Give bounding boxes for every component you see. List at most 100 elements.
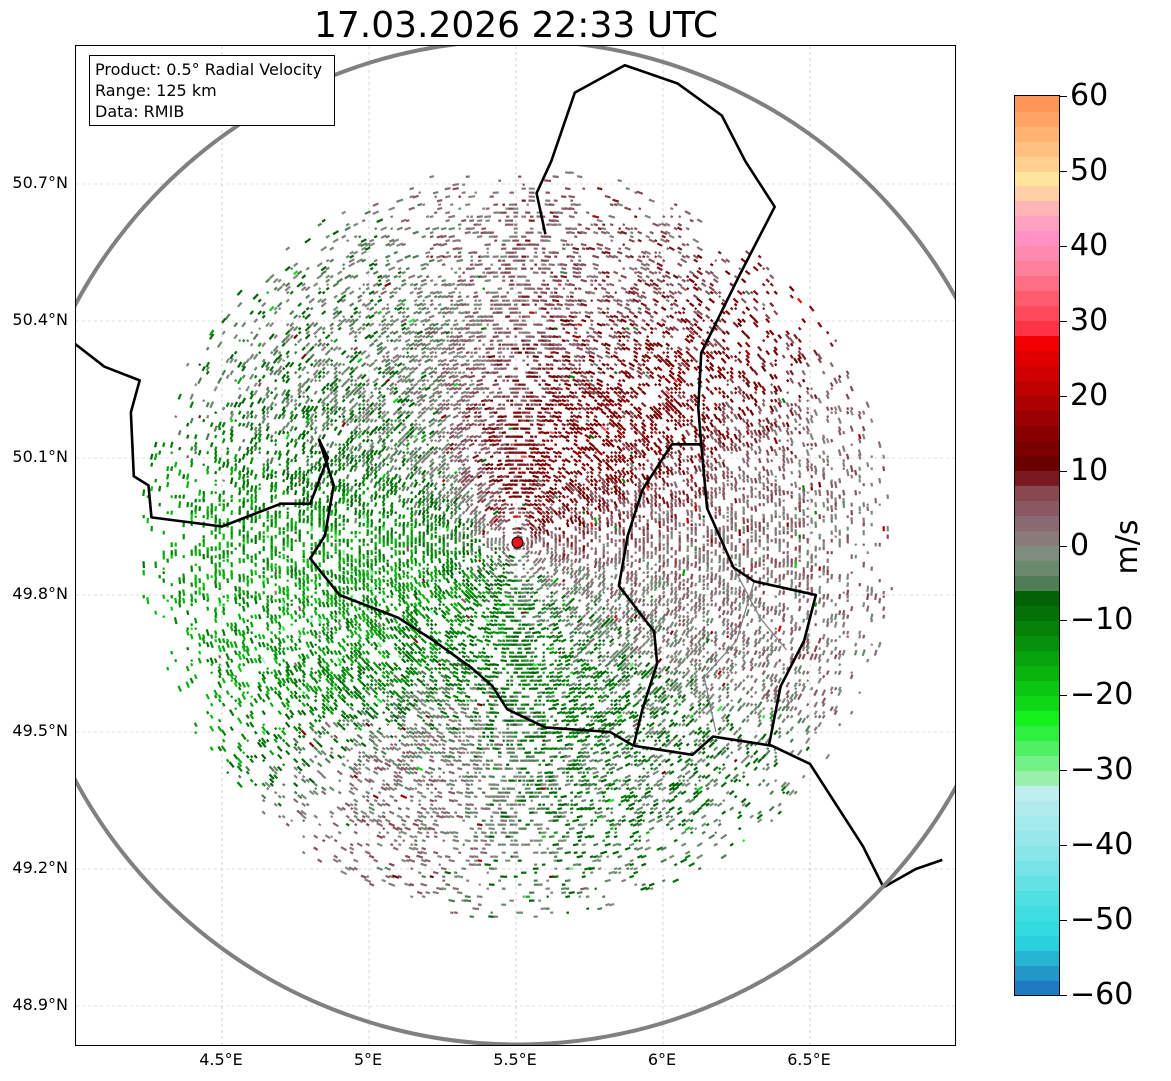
velocity-bin-2267: [249, 390, 254, 396]
velocity-bin-6: [576, 175, 583, 179]
velocity-bin-4161: [629, 477, 635, 484]
velocity-bin-1278: [413, 330, 418, 335]
velocity-bin-629: [662, 279, 666, 283]
velocity-bin-2825: [700, 413, 707, 420]
velocity-bin-3975: [569, 470, 574, 475]
velocity-bin-4679: [366, 502, 370, 507]
velocity-bin-301: [596, 242, 604, 247]
velocity-bin-1534: [473, 347, 478, 351]
velocity-bin-4160: [626, 478, 630, 483]
velocity-bin-742: [416, 290, 424, 295]
velocity-bin-674: [633, 282, 638, 287]
velocity-bin-1656: [421, 354, 427, 359]
velocity-bin-1858: [301, 365, 307, 372]
radar-map[interactable]: [75, 45, 956, 1046]
velocity-bin-745: [437, 290, 443, 295]
velocity-bin-2603: [373, 406, 379, 412]
velocity-bin-681: [694, 283, 698, 287]
velocity-bin-4559: [222, 499, 225, 503]
velocity-bin-403: [692, 254, 699, 260]
velocity-bin-2311: [558, 391, 562, 395]
velocity-bin-1946: [433, 371, 438, 375]
velocity-bin-1099: [400, 318, 407, 324]
velocity-bin-1915: [717, 365, 723, 372]
velocity-bin-1354: [505, 335, 510, 338]
velocity-bin-3974: [564, 470, 571, 476]
velocity-bin-695: [358, 287, 362, 291]
velocity-bin-4834: [170, 510, 173, 515]
velocity-bin-194: [624, 226, 631, 231]
velocity-bin-2538: [510, 403, 514, 406]
velocity-bin-3736: [713, 457, 718, 464]
velocity-bin-2814: [629, 414, 634, 419]
velocity-bin-1152: [329, 322, 335, 327]
velocity-bin-3544: [541, 451, 546, 455]
velocity-bin-2821: [669, 414, 674, 419]
velocity-bin-2560: [629, 402, 634, 407]
velocity-bin-4056: [517, 475, 523, 478]
velocity-bin-2506: [285, 401, 291, 408]
velocity-bin-975: [694, 307, 698, 311]
velocity-bin-4183: [166, 481, 170, 488]
velocity-bin-2175: [641, 382, 646, 387]
velocity-bin-1005: [449, 311, 454, 315]
velocity-bin-2407: [677, 394, 683, 400]
velocity-bin-1537: [488, 347, 495, 351]
velocity-bin-1930: [317, 370, 323, 376]
velocity-bin-941: [385, 306, 390, 311]
velocity-bin-2509: [321, 402, 326, 408]
velocity-bin-1156: [365, 322, 371, 327]
velocity-bin-2850: [341, 418, 346, 424]
velocity-bin-3140: [637, 430, 643, 436]
velocity-bin-519: [454, 271, 458, 275]
velocity-bin-793: [433, 295, 438, 299]
velocity-bin-3232: [693, 434, 698, 439]
velocity-bin-1486: [600, 342, 607, 347]
velocity-bin-2648: [672, 405, 679, 412]
velocity-bin-4712: [586, 503, 590, 507]
velocity-bin-469: [709, 262, 714, 267]
velocity-bin-4228: [502, 483, 506, 487]
velocity-bin-642: [326, 283, 330, 287]
velocity-bin-744: [432, 290, 440, 295]
velocity-bin-934: [305, 306, 310, 311]
velocity-bin-4560: [230, 499, 233, 503]
velocity-bin-831: [369, 298, 374, 303]
velocity-bin-330: [666, 247, 670, 251]
velocity-bin-4570: [306, 499, 310, 503]
velocity-bin-312: [452, 246, 459, 251]
velocity-bin-3569: [730, 451, 734, 455]
velocity-bin-776: [717, 290, 722, 295]
velocity-bin-849: [526, 299, 529, 302]
velocity-bin-178: [440, 226, 447, 231]
velocity-bin-229: [358, 235, 362, 239]
velocity-bin-4738: [762, 502, 766, 507]
velocity-bin-296: [532, 243, 540, 246]
velocity-bin-710: [553, 287, 558, 291]
velocity-bin-2555: [600, 402, 607, 408]
velocity-bin-3099: [368, 429, 375, 437]
velocity-bin-740: [393, 291, 398, 295]
velocity-bin-1747: [532, 359, 539, 363]
velocity-bin-1307: [621, 331, 626, 335]
velocity-bin-2447: [416, 397, 424, 404]
velocity-bin-2240: [585, 386, 590, 391]
velocity-bin-4074: [641, 473, 647, 481]
velocity-bin-1933: [333, 370, 339, 376]
velocity-bin-2097: [512, 379, 520, 382]
velocity-bin-2611: [440, 406, 447, 411]
velocity-bin-489: [509, 267, 514, 270]
velocity-bin-2021: [468, 374, 476, 379]
velocity-bin-4424: [605, 489, 611, 496]
velocity-bin-1121: [581, 318, 587, 323]
velocity-bin-1235: [545, 327, 551, 331]
velocity-bin-3167: [193, 434, 198, 440]
velocity-bin-4319: [510, 487, 513, 490]
velocity-bin-475: [325, 266, 330, 271]
velocity-bin-2015: [436, 374, 443, 379]
velocity-bin-262: [458, 239, 462, 242]
velocity-bin-1022: [589, 311, 594, 315]
velocity-bin-1111: [485, 319, 490, 322]
velocity-bin-4545: [758, 493, 762, 500]
velocity-bin-2067: [285, 377, 291, 384]
